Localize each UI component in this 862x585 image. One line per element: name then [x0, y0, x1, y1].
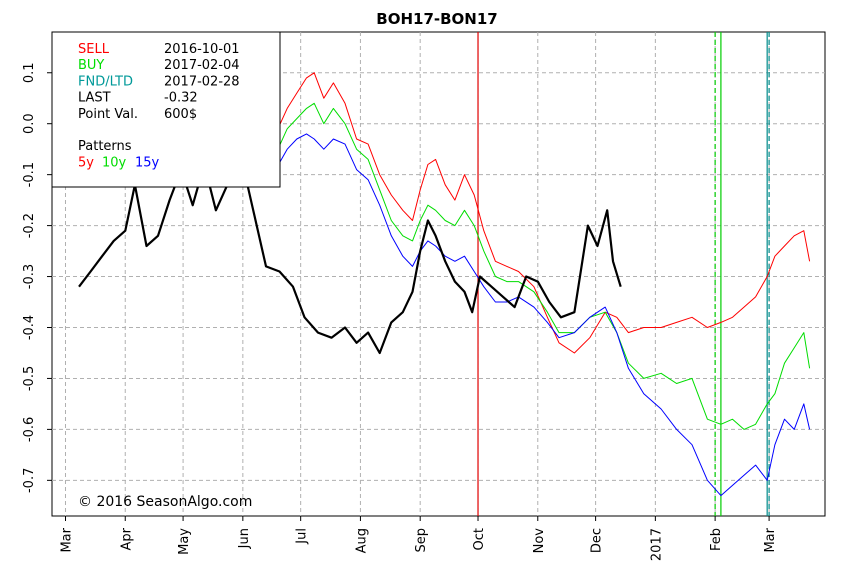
legend-box: [51, 31, 281, 188]
x-tick-label: Sep: [414, 528, 429, 553]
y-tick-label: -0.4: [22, 315, 37, 340]
x-tick-label: Jun: [237, 528, 252, 549]
x-tick-label: Apr: [119, 527, 134, 550]
y-tick-label: -0.6: [22, 417, 37, 442]
chart-title: BOH17-BON17: [376, 10, 497, 28]
event-lines: [477, 32, 770, 516]
y-axis: -0.7 -0.6 -0.5 -0.4 -0.3 -0.2 -0.1 0.0 0.1: [22, 62, 52, 493]
x-tick-label: Dec: [590, 528, 605, 553]
series-line-current: [78, 163, 622, 355]
legend-pattern-5y: 5y: [78, 155, 94, 170]
legend-label: LAST: [78, 91, 111, 106]
x-tick-label: May: [177, 528, 192, 555]
x-tick-label: Aug: [354, 528, 369, 553]
x-tick-label: 2017: [649, 528, 664, 561]
legend-value: 2017-02-04: [164, 58, 240, 73]
y-tick-label: 0.0: [22, 113, 37, 134]
y-tick-label: 0.1: [22, 62, 37, 83]
legend-value: 2016-10-01: [164, 42, 240, 57]
legend-value: -0.32: [164, 91, 198, 106]
x-tick-label: Mar: [763, 527, 778, 552]
legend-label: Point Val.: [78, 107, 138, 122]
y-tick-label: -0.1: [22, 162, 37, 187]
x-tick-label: Nov: [532, 528, 547, 554]
x-axis: Mar Apr May Jun Jul Aug Sep Oct Nov Dec 2017 Feb Mar: [59, 516, 778, 561]
series-line-10y: [259, 102, 811, 430]
y-tick-label: -0.5: [22, 366, 37, 391]
legend-label: SELL: [78, 42, 110, 57]
legend-pattern-15y: 15y: [135, 155, 160, 170]
legend-pattern-10y: 10y: [102, 155, 127, 170]
legend-value: 600$: [164, 107, 197, 122]
x-tick-label: Oct: [472, 528, 487, 550]
legend-label: BUY: [78, 58, 104, 73]
y-tick-label: -0.7: [22, 468, 37, 493]
y-tick-label: -0.3: [22, 264, 37, 289]
y-tick-label: -0.2: [22, 213, 37, 238]
series-line-15y: [259, 133, 811, 497]
legend: SELL 2016-10-01 BUY 2017-02-04 FND/LTD 2017-0…: [51, 31, 281, 188]
x-tick-label: Mar: [59, 527, 74, 552]
copyright-annotation: © 2016 SeasonAlgo.com: [78, 494, 252, 510]
legend-label: FND/LTD: [78, 74, 133, 89]
series-line-5y: [259, 72, 811, 354]
series-lines: [78, 72, 811, 497]
x-tick-label: Feb: [709, 528, 724, 551]
legend-value: 2017-02-28: [164, 74, 240, 89]
legend-patterns-label: Patterns: [78, 139, 132, 154]
x-tick-label: Jul: [295, 528, 310, 545]
